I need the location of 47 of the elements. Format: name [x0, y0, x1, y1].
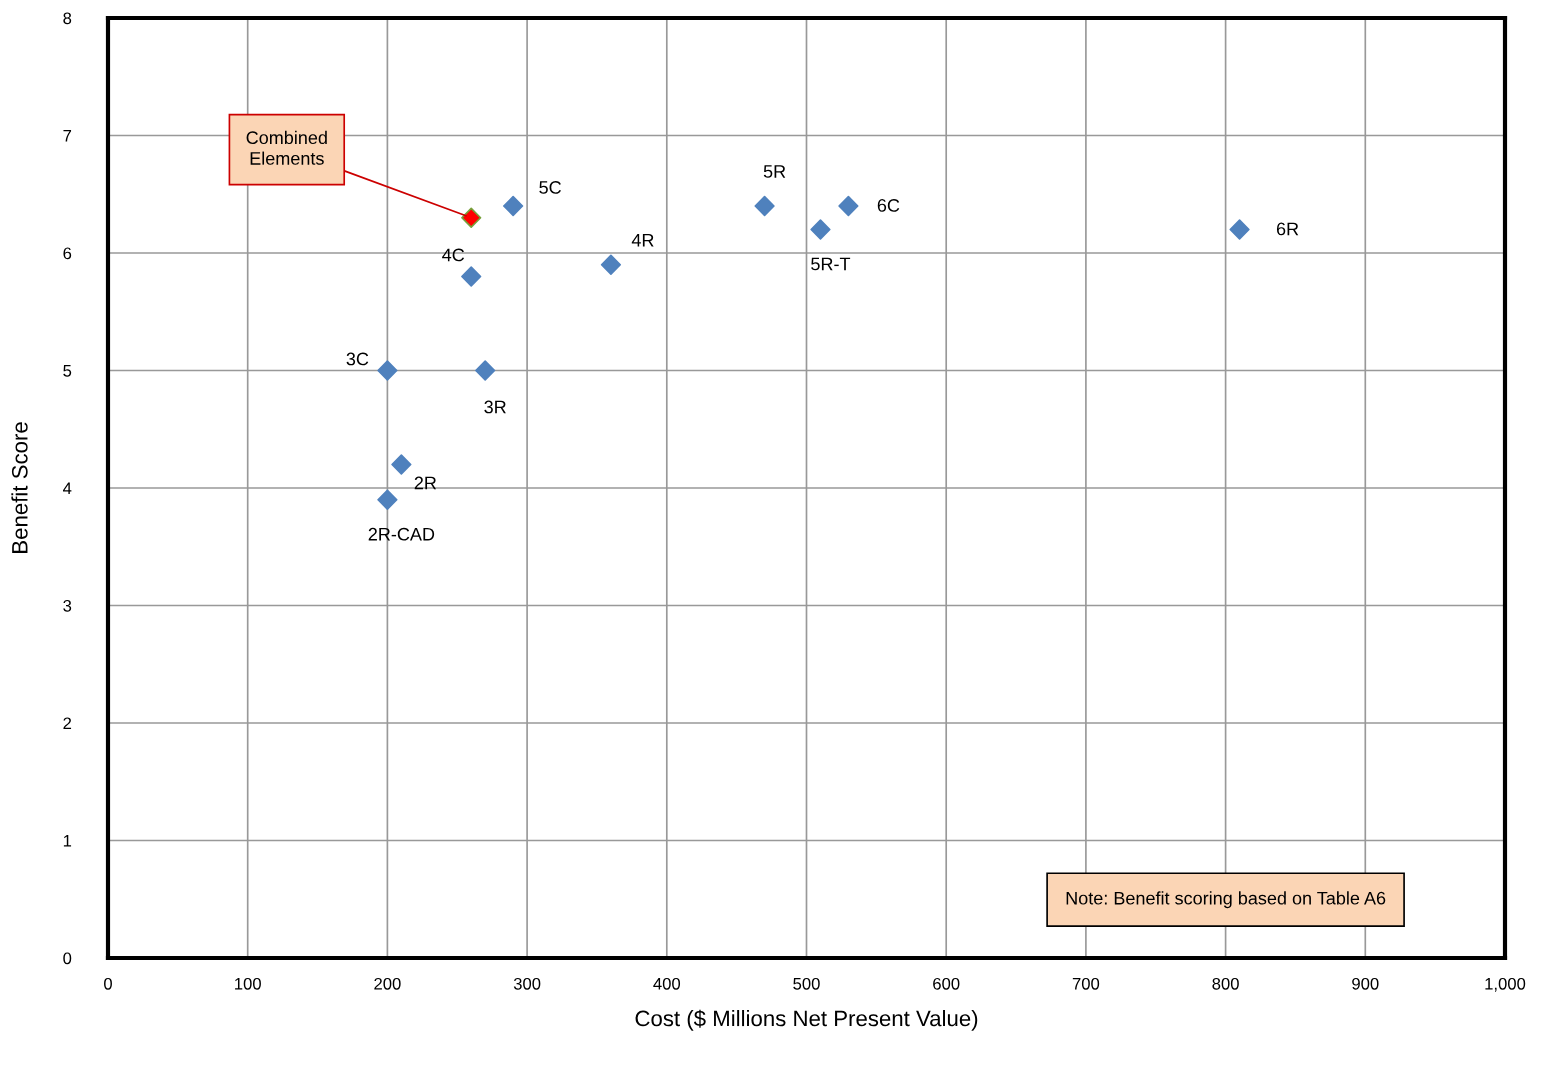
x-tick-label: 700	[1072, 977, 1100, 990]
y-tick-label: 5	[63, 365, 72, 377]
point	[1229, 219, 1250, 240]
annotation: 4R	[631, 234, 654, 247]
annotation: 5R-T	[811, 257, 851, 271]
x-tick-label: 400	[653, 977, 681, 990]
y-axis-title: Benefit Score	[11, 422, 28, 553]
x-tick-label: 500	[793, 977, 820, 990]
x-tick-label: 300	[513, 977, 541, 990]
x-tick-label: 0	[104, 977, 112, 990]
point	[377, 489, 398, 510]
point	[810, 219, 831, 240]
point	[600, 254, 622, 275]
annotation: 2R	[414, 476, 437, 490]
annotation: 2R-CAD	[368, 527, 435, 541]
y-tick-label: 2	[63, 717, 72, 730]
y-tick-label: 8	[63, 12, 72, 25]
x-tick-label: 200	[374, 977, 401, 990]
y-tick-label: 3	[63, 599, 72, 612]
annotation: 5C	[539, 181, 561, 194]
annotation: 4C	[442, 248, 465, 262]
annotation: 3R	[484, 400, 506, 414]
x-tick-label: 800	[1212, 977, 1239, 990]
point	[377, 360, 398, 381]
point	[838, 195, 859, 217]
annotation: Note: Benefit scoring based on Table A6	[1066, 891, 1386, 909]
point	[754, 195, 775, 217]
x-tick-label: 100	[235, 977, 261, 990]
y-tick-label: 7	[63, 130, 72, 142]
annotation: 3C	[346, 352, 369, 366]
annotation: 5R	[763, 165, 786, 178]
point	[461, 207, 482, 228]
x-tick-label: 600	[933, 977, 960, 990]
x-tick-label: 900	[1352, 977, 1379, 990]
y-tick-label: 4	[63, 482, 72, 495]
point	[461, 266, 482, 287]
annotation: 6R	[1276, 222, 1299, 236]
point	[475, 360, 496, 381]
y-tick-label: 1	[63, 835, 72, 847]
point	[391, 454, 412, 475]
x-tick-label: 1,000	[1485, 977, 1526, 992]
annotation: Combined Elements	[246, 130, 327, 165]
point	[502, 195, 524, 217]
y-tick-label: 6	[63, 247, 72, 260]
y-tick-label: 0	[63, 952, 72, 965]
x-axis-title: Cost ($ Millions Net Present Value)	[635, 1009, 978, 1031]
annotation: 6C	[877, 199, 900, 212]
